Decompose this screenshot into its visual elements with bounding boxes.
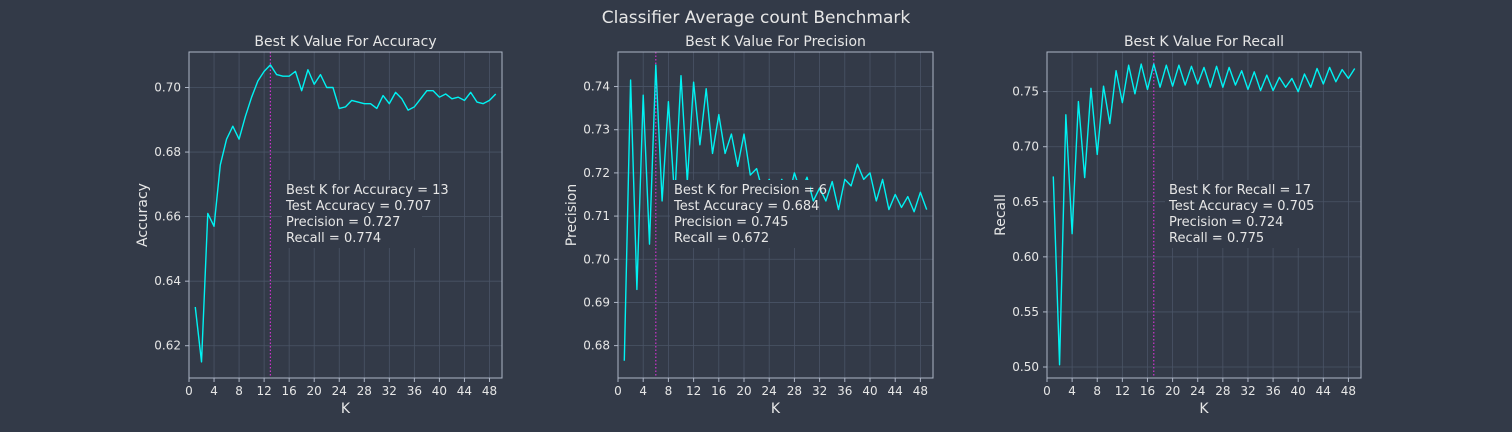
x-tick-label: 20: [307, 384, 322, 398]
x-tick-label: 40: [1291, 384, 1306, 398]
x-tick-label: 0: [614, 384, 622, 398]
annotation-box: [282, 180, 422, 248]
precision-annotation-line: Test Accuracy = 0.684: [673, 199, 819, 214]
x-axis-label: K: [341, 401, 351, 417]
y-tick-label: 0.70: [583, 252, 610, 266]
x-tick-label: 16: [711, 384, 726, 398]
x-tick-label: 44: [457, 384, 472, 398]
x-axis-label: K: [1199, 401, 1209, 417]
x-tick-label: 24: [332, 384, 347, 398]
x-tick-label: 24: [762, 384, 777, 398]
x-tick-label: 12: [256, 384, 271, 398]
y-tick-label: 0.50: [1012, 360, 1039, 374]
y-tick-label: 0.66: [154, 210, 181, 224]
accuracy-annotation-line: Best K for Accuracy = 13: [286, 183, 449, 198]
axes-frame: [188, 51, 503, 379]
y-tick-label: 0.65: [1012, 195, 1039, 209]
precision-chart-title: Best K Value For Precision: [685, 34, 866, 50]
recall-series-line: [1052, 63, 1356, 366]
figure-suptitle: Classifier Average count Benchmark: [602, 8, 911, 28]
recall-chart-title: Best K Value For Recall: [1124, 34, 1284, 50]
x-tick-label: 36: [407, 384, 422, 398]
x-tick-label: 40: [862, 384, 877, 398]
x-tick-label: 8: [235, 384, 243, 398]
x-tick-label: 12: [686, 384, 701, 398]
x-tick-label: 36: [837, 384, 852, 398]
recall-annotation-line: Best K for Recall = 17: [1169, 183, 1311, 198]
x-tick-label: 44: [1316, 384, 1331, 398]
precision-annotation-line: Recall = 0.672: [674, 231, 769, 246]
recall-annotation-line: Recall = 0.775: [1169, 231, 1264, 246]
accuracy-annotation-line: Test Accuracy = 0.707: [285, 199, 431, 214]
accuracy-series-line: [194, 64, 497, 363]
annotation-box: [1165, 180, 1305, 248]
x-tick-label: 28: [787, 384, 802, 398]
x-tick-label: 4: [639, 384, 647, 398]
annotation-box: [670, 180, 810, 248]
y-tick-label: 0.73: [583, 123, 610, 137]
accuracy-annotation-line: Recall = 0.774: [286, 231, 381, 246]
recall-annotation-line: Test Accuracy = 0.705: [1168, 199, 1314, 214]
y-tick-label: 0.69: [583, 295, 610, 309]
x-tick-label: 28: [357, 384, 372, 398]
axes-frame: [1046, 51, 1362, 379]
x-tick-label: 32: [812, 384, 827, 398]
y-tick-label: 0.70: [154, 81, 181, 95]
x-tick-label: 8: [1093, 384, 1101, 398]
precision-annotation-line: Precision = 0.745: [674, 215, 788, 230]
y-axis-label: Accuracy: [135, 183, 151, 247]
x-tick-label: 16: [282, 384, 297, 398]
x-tick-label: 8: [665, 384, 673, 398]
x-tick-label: 0: [185, 384, 193, 398]
precision-annotation-line: Best K for Precision = 6: [674, 183, 827, 198]
recall-annotation-line: Precision = 0.724: [1169, 215, 1283, 230]
accuracy-annotation-line: Precision = 0.727: [286, 215, 400, 230]
x-tick-label: 48: [913, 384, 928, 398]
y-axis-label: Precision: [564, 184, 580, 246]
x-tick-label: 0: [1043, 384, 1051, 398]
x-tick-label: 32: [1240, 384, 1255, 398]
x-tick-label: 40: [432, 384, 447, 398]
x-tick-label: 32: [382, 384, 397, 398]
x-tick-label: 24: [1190, 384, 1205, 398]
x-tick-label: 36: [1265, 384, 1280, 398]
x-tick-label: 4: [210, 384, 218, 398]
y-tick-label: 0.55: [1012, 305, 1039, 319]
x-tick-label: 44: [888, 384, 903, 398]
accuracy-chart-title: Best K Value For Accuracy: [254, 34, 436, 50]
x-tick-label: 48: [1341, 384, 1356, 398]
y-tick-label: 0.74: [583, 80, 610, 94]
y-tick-label: 0.72: [583, 166, 610, 180]
x-tick-label: 12: [1115, 384, 1130, 398]
y-tick-label: 0.70: [1012, 140, 1039, 154]
y-tick-label: 0.68: [583, 339, 610, 353]
x-axis-label: K: [771, 401, 781, 417]
y-tick-label: 0.71: [583, 209, 610, 223]
y-axis-label: Recall: [993, 194, 1009, 236]
x-tick-label: 4: [1068, 384, 1076, 398]
x-tick-label: 48: [482, 384, 497, 398]
axes-frame: [617, 51, 934, 379]
y-tick-label: 0.68: [154, 145, 181, 159]
y-tick-label: 0.62: [154, 339, 181, 353]
x-tick-label: 20: [1165, 384, 1180, 398]
x-tick-label: 28: [1215, 384, 1230, 398]
y-tick-label: 0.60: [1012, 250, 1039, 264]
x-tick-label: 20: [736, 384, 751, 398]
y-tick-label: 0.75: [1012, 85, 1039, 99]
y-tick-label: 0.64: [154, 274, 181, 288]
x-tick-label: 16: [1140, 384, 1155, 398]
